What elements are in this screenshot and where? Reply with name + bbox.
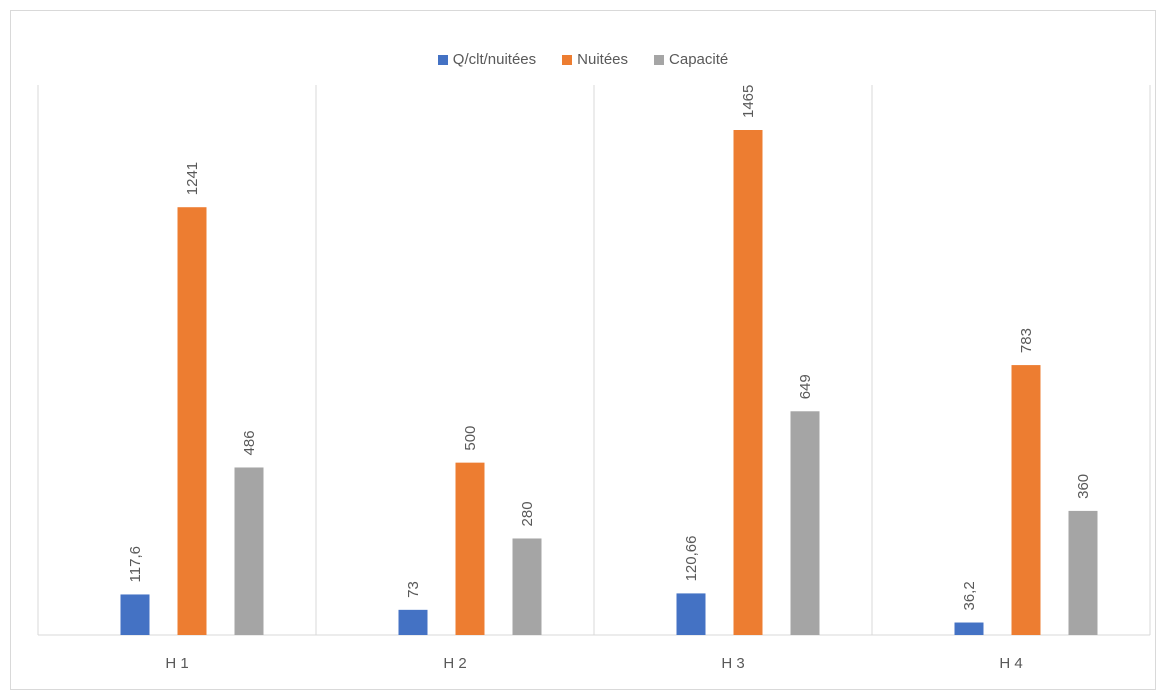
legend-item-capacite: Capacité bbox=[654, 51, 728, 68]
data-label: 486 bbox=[241, 430, 258, 455]
legend-swatch-capacite bbox=[654, 54, 665, 65]
data-label: 1241 bbox=[184, 162, 201, 195]
legend: Q/clt/nuitées Nuitées Capacité bbox=[11, 51, 1155, 68]
x-tick-label: H 3 bbox=[721, 655, 744, 672]
bar-capacit--0 bbox=[234, 467, 264, 635]
data-label: 117,6 bbox=[127, 546, 144, 582]
legend-swatch-nuitees bbox=[562, 54, 573, 65]
data-label: 36,2 bbox=[961, 581, 978, 610]
data-label: 360 bbox=[1075, 474, 1092, 499]
x-tick-label: H 4 bbox=[999, 655, 1022, 672]
data-label: 649 bbox=[797, 374, 814, 399]
bar-nuit-es-1 bbox=[455, 462, 485, 635]
data-label: 280 bbox=[519, 501, 536, 526]
bar-capacit--1 bbox=[512, 538, 542, 635]
data-label: 73 bbox=[405, 581, 422, 598]
legend-item-nuitees: Nuitées bbox=[562, 51, 628, 68]
bar-capacit--3 bbox=[1068, 510, 1098, 635]
legend-label-q-clt-nuitees: Q/clt/nuitées bbox=[452, 51, 537, 68]
legend-item-q-clt-nuitees: Q/clt/nuitées bbox=[437, 51, 537, 68]
bar-nuit-es-0 bbox=[177, 207, 207, 635]
bar-q-clt-nuit-es-2 bbox=[676, 593, 706, 635]
x-tick-label: H 2 bbox=[443, 655, 466, 672]
data-label: 1465 bbox=[740, 85, 757, 118]
data-label: 500 bbox=[462, 426, 479, 451]
bar-q-clt-nuit-es-3 bbox=[954, 622, 984, 635]
bar-q-clt-nuit-es-0 bbox=[120, 594, 150, 635]
legend-label-nuitees: Nuitées bbox=[577, 51, 629, 68]
bar-q-clt-nuit-es-1 bbox=[398, 609, 428, 635]
data-label: 783 bbox=[1018, 328, 1035, 353]
legend-swatch-q-clt-nuitees bbox=[437, 54, 448, 65]
data-label: 120,66 bbox=[683, 536, 700, 582]
bar-nuit-es-3 bbox=[1011, 365, 1041, 635]
bar-nuit-es-2 bbox=[733, 130, 763, 635]
x-tick-label: H 1 bbox=[165, 655, 188, 672]
bar-capacit--2 bbox=[790, 411, 820, 635]
legend-label-capacite: Capacité bbox=[669, 51, 729, 68]
